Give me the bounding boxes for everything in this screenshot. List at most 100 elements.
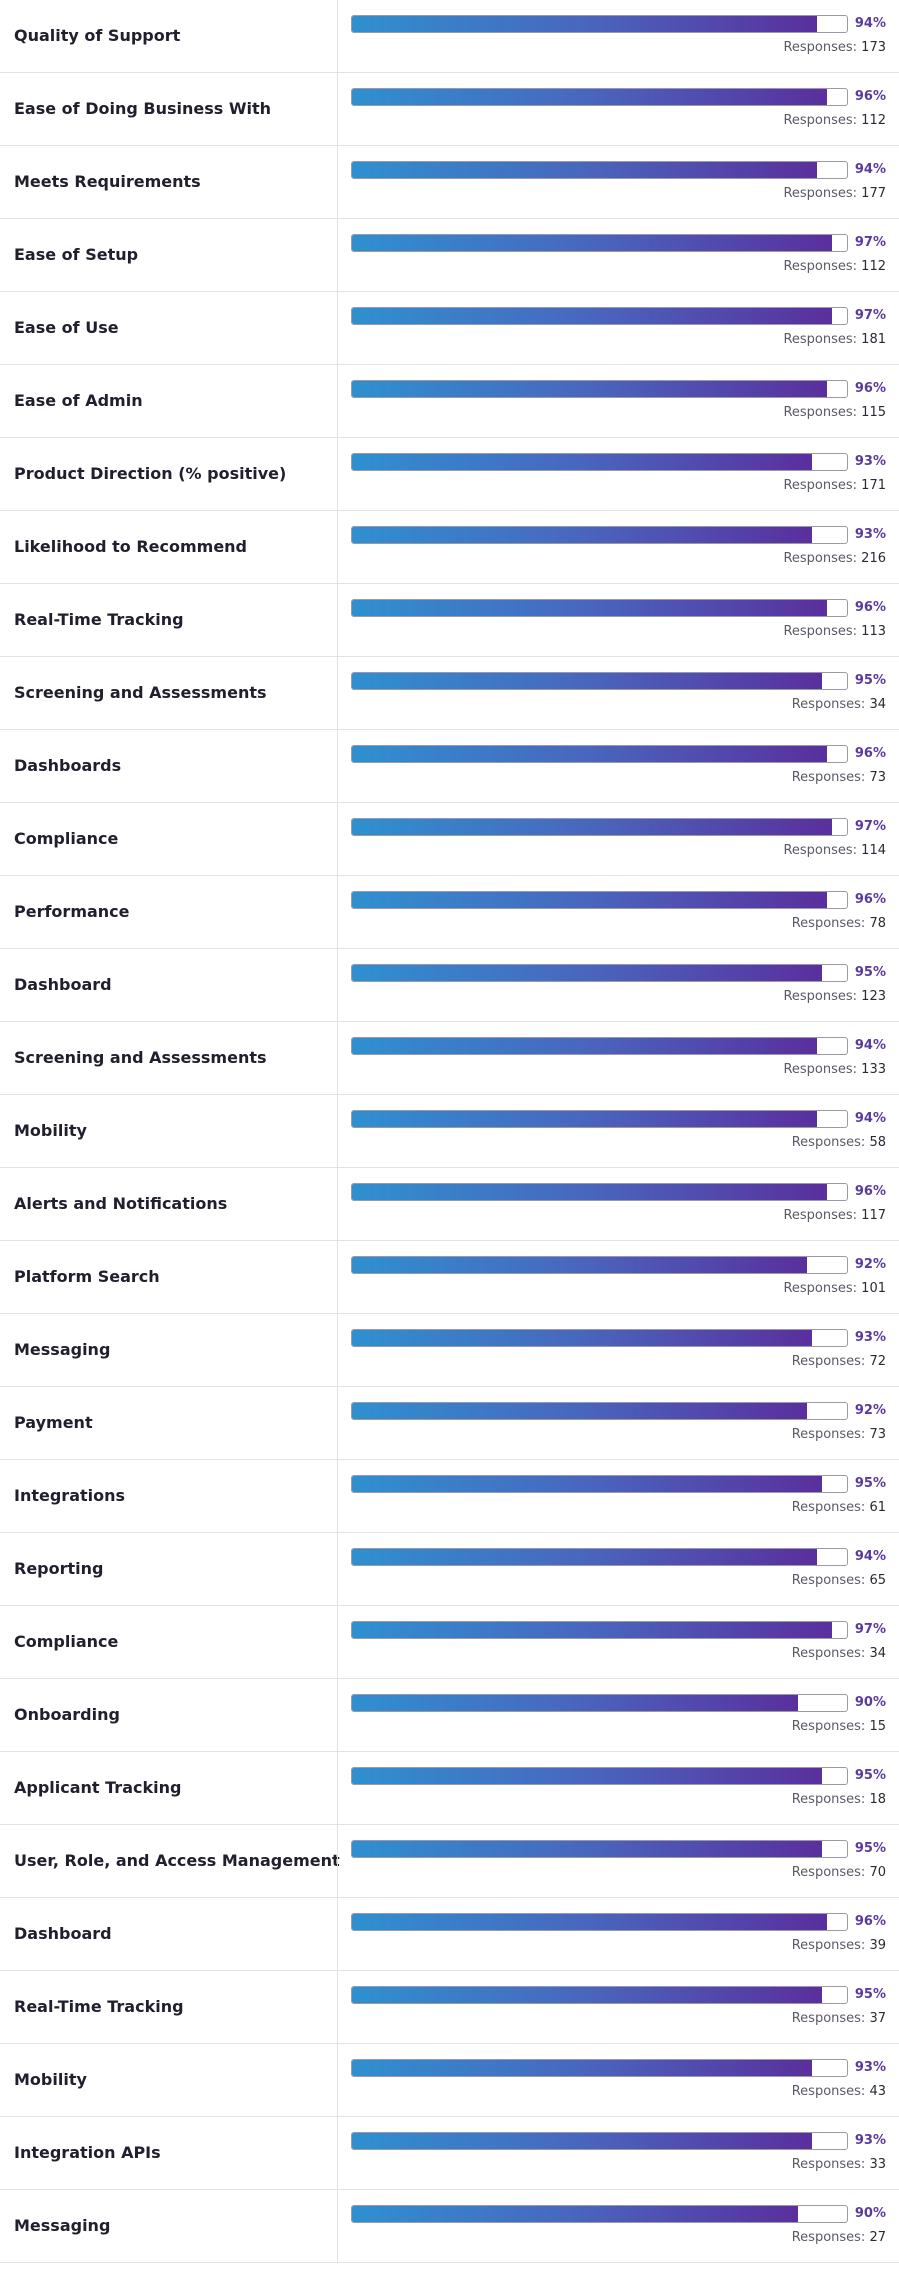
responses-label: Responses: xyxy=(791,1573,870,1588)
column-divider xyxy=(337,949,338,1021)
responses-label: Responses: xyxy=(783,332,862,347)
responses-count: 78 xyxy=(869,916,886,931)
column-divider xyxy=(337,146,338,218)
rating-percent: 96% xyxy=(854,1184,886,1199)
rating-label: Integration APIs xyxy=(14,2143,161,2162)
rating-row-17: Alerts and Notifications 96% Responses: … xyxy=(0,1168,899,1241)
rating-row-28: Real-Time Tracking 95% Responses: 37 xyxy=(0,1971,899,2044)
rating-percent: 93% xyxy=(854,1330,886,1345)
rating-percent: 96% xyxy=(854,381,886,396)
rating-row-3: Meets Requirements 94% Responses: 177 xyxy=(0,146,899,219)
rating-label: Messaging xyxy=(14,2216,111,2235)
responses-count: 171 xyxy=(861,478,886,493)
rating-bar xyxy=(351,526,848,544)
rating-label: Messaging xyxy=(14,1340,111,1359)
responses-count: 34 xyxy=(869,697,886,712)
responses-label: Responses: xyxy=(791,1865,870,1880)
rating-row-26: User, Role, and Access Management 95% Re… xyxy=(0,1825,899,1898)
rating-percent: 96% xyxy=(854,746,886,761)
rating-bar-fill xyxy=(352,16,818,32)
rating-bar-fill xyxy=(352,1330,813,1346)
rating-label: Alerts and Notifications xyxy=(14,1194,228,1213)
column-divider xyxy=(337,1387,338,1459)
column-divider xyxy=(337,1825,338,1897)
responses-count: 65 xyxy=(869,1573,886,1588)
rating-row-1: Quality of Support 94% Responses: 173 xyxy=(0,0,899,73)
rating-bar-fill xyxy=(352,381,828,397)
responses-count: 181 xyxy=(861,332,886,347)
column-divider xyxy=(337,1679,338,1751)
rating-bar-fill xyxy=(352,746,828,762)
rating-bar xyxy=(351,1402,848,1420)
responses-text: Responses: 73 xyxy=(792,770,886,785)
column-divider xyxy=(337,1460,338,1532)
responses-text: Responses: 37 xyxy=(792,2011,886,2026)
rating-bar-fill xyxy=(352,2133,813,2149)
responses-count: 33 xyxy=(869,2157,886,2172)
responses-label: Responses: xyxy=(791,1719,870,1734)
rating-row-30: Integration APIs 93% Responses: 33 xyxy=(0,2117,899,2190)
rating-row-4: Ease of Setup 97% Responses: 112 xyxy=(0,219,899,292)
rating-label: Real-Time Tracking xyxy=(14,610,184,629)
responses-text: Responses: 39 xyxy=(792,1938,886,1953)
rating-bar xyxy=(351,1475,848,1493)
responses-label: Responses: xyxy=(791,1354,870,1369)
rating-percent: 95% xyxy=(854,1768,886,1783)
rating-bar-fill xyxy=(352,819,833,835)
responses-label: Responses: xyxy=(783,551,862,566)
responses-count: 216 xyxy=(861,551,886,566)
rating-label: Ease of Doing Business With xyxy=(14,99,271,118)
rating-bar xyxy=(351,88,848,106)
responses-count: 113 xyxy=(861,624,886,639)
rating-row-21: Integrations 95% Responses: 61 xyxy=(0,1460,899,1533)
responses-text: Responses: 112 xyxy=(783,113,886,128)
responses-text: Responses: 216 xyxy=(783,551,886,566)
column-divider xyxy=(337,876,338,948)
rating-bar-fill xyxy=(352,1184,828,1200)
responses-label: Responses: xyxy=(783,1062,862,1077)
rating-row-14: Dashboard 95% Responses: 123 xyxy=(0,949,899,1022)
rating-bar xyxy=(351,818,848,836)
rating-percent: 94% xyxy=(854,1111,886,1126)
rating-percent: 95% xyxy=(854,965,886,980)
rating-bar xyxy=(351,1913,848,1931)
column-divider xyxy=(337,1533,338,1605)
responses-label: Responses: xyxy=(791,2157,870,2172)
column-divider xyxy=(337,0,338,72)
rating-bar xyxy=(351,1621,848,1639)
responses-count: 73 xyxy=(869,770,886,785)
responses-count: 114 xyxy=(861,843,886,858)
rating-percent: 92% xyxy=(854,1257,886,1272)
responses-label: Responses: xyxy=(791,1427,870,1442)
rating-label: Mobility xyxy=(14,1121,87,1140)
responses-label: Responses: xyxy=(791,770,870,785)
rating-percent: 97% xyxy=(854,819,886,834)
rating-bar xyxy=(351,1694,848,1712)
rating-percent: 93% xyxy=(854,527,886,542)
responses-text: Responses: 78 xyxy=(792,916,886,931)
rating-percent: 97% xyxy=(854,235,886,250)
rating-bar-fill xyxy=(352,1111,818,1127)
rating-label: Onboarding xyxy=(14,1705,120,1724)
rating-row-2: Ease of Doing Business With 96% Response… xyxy=(0,73,899,146)
rating-bar xyxy=(351,745,848,763)
rating-percent: 94% xyxy=(854,162,886,177)
responses-text: Responses: 33 xyxy=(792,2157,886,2172)
column-divider xyxy=(337,1606,338,1678)
responses-label: Responses: xyxy=(791,1646,870,1661)
rating-bar-fill xyxy=(352,1403,808,1419)
rating-bar-fill xyxy=(352,673,823,689)
responses-label: Responses: xyxy=(783,40,862,55)
rating-bar xyxy=(351,15,848,33)
responses-count: 34 xyxy=(869,1646,886,1661)
responses-count: 70 xyxy=(869,1865,886,1880)
rating-label: Real-Time Tracking xyxy=(14,1997,184,2016)
rating-percent: 95% xyxy=(854,1476,886,1491)
responses-count: 37 xyxy=(869,2011,886,2026)
responses-label: Responses: xyxy=(791,1135,870,1150)
rating-label: User, Role, and Access Management xyxy=(14,1851,340,1870)
rating-row-15: Screening and Assessments 94% Responses:… xyxy=(0,1022,899,1095)
rating-bar xyxy=(351,1037,848,1055)
column-divider xyxy=(337,730,338,802)
